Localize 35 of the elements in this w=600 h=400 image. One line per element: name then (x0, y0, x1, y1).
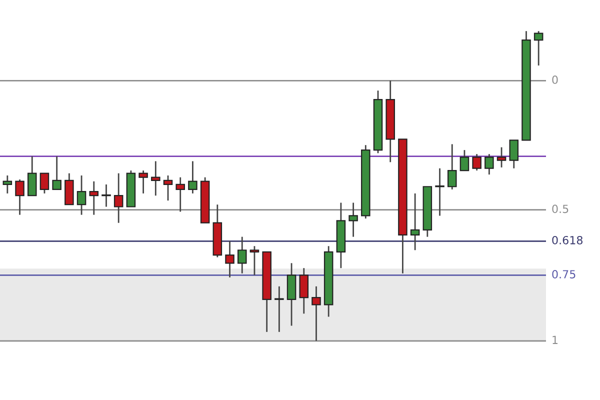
candlestick (484, 153, 494, 176)
candlestick (496, 146, 506, 168)
text: 0 (552, 75, 558, 84)
candlestick (410, 192, 420, 251)
candlestick (534, 30, 544, 66)
candlestick (2, 174, 12, 194)
candlestick (114, 172, 124, 224)
candlestick (348, 202, 358, 238)
candlestick (447, 143, 457, 190)
text: 1 (552, 336, 558, 344)
candlestick (250, 245, 260, 276)
candlestick (188, 160, 198, 194)
candlestick (312, 286, 321, 342)
candlestick (225, 240, 234, 278)
candlestick (40, 172, 50, 194)
text: 0.5 (552, 204, 568, 214)
candlestick (176, 176, 185, 212)
candlestick (76, 174, 86, 216)
candlestick (509, 139, 519, 170)
candlestick (274, 286, 284, 333)
candlestick (138, 170, 148, 194)
candlestick (27, 156, 37, 196)
candlestick (299, 267, 309, 314)
candlestick (102, 184, 111, 208)
candlestick (237, 236, 247, 274)
candlestick (89, 180, 99, 216)
candlestick (52, 156, 62, 190)
candlestick (472, 153, 482, 172)
candlestick (460, 149, 470, 172)
text: 0.75 (552, 270, 576, 278)
candlestick (435, 168, 444, 216)
candlestick (163, 174, 173, 202)
text: 0.618 (552, 236, 583, 244)
candlestick (151, 160, 160, 196)
candlestick (15, 178, 24, 216)
